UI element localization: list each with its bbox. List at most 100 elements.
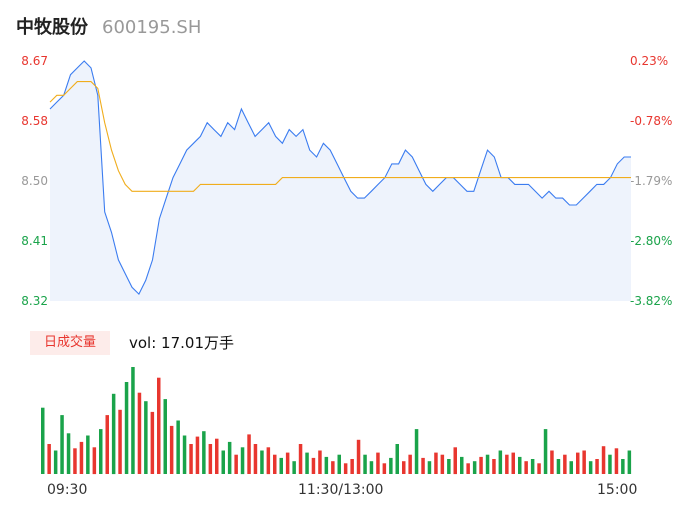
volume-bar bbox=[505, 454, 509, 474]
volume-bar bbox=[563, 454, 567, 474]
percent-tick: -0.78% bbox=[630, 114, 673, 128]
volume-bar bbox=[144, 401, 148, 474]
volume-bar bbox=[324, 456, 329, 474]
volume-bar bbox=[382, 463, 387, 474]
volume-bar bbox=[485, 454, 490, 474]
percent-tick: -3.82% bbox=[630, 294, 673, 308]
volume-bar bbox=[137, 392, 142, 474]
price-tick: 8.41 bbox=[21, 234, 48, 248]
volume-bar bbox=[99, 429, 103, 474]
volume-bar bbox=[427, 461, 432, 474]
volume-bar bbox=[408, 454, 412, 474]
volume-bar bbox=[169, 425, 174, 474]
volume-bar bbox=[414, 429, 419, 474]
volume-bar bbox=[240, 447, 245, 475]
volume-bar bbox=[356, 439, 361, 474]
volume-bar bbox=[569, 461, 573, 474]
volume-bar bbox=[402, 461, 406, 474]
volume-bar bbox=[421, 457, 425, 474]
volume-readout: vol: 17.01万手 bbox=[129, 334, 234, 352]
volume-bar bbox=[298, 444, 303, 474]
volume-bar bbox=[331, 461, 335, 474]
volume-bar bbox=[498, 450, 503, 474]
stock-name: 中牧股份 bbox=[16, 17, 88, 38]
volume-bar bbox=[202, 431, 206, 474]
volume-bar bbox=[53, 450, 58, 474]
price-tick: 8.58 bbox=[21, 114, 48, 128]
volume-bar bbox=[614, 448, 619, 474]
time-label-midday: 11:30/13:00 bbox=[298, 482, 384, 498]
volume-bar bbox=[530, 459, 535, 474]
stock-code: 600195.SH bbox=[102, 17, 202, 38]
volume-bar bbox=[621, 459, 625, 474]
average-line bbox=[49, 81, 631, 192]
volume-bar bbox=[73, 448, 77, 474]
price-tick: 8.32 bbox=[21, 294, 48, 308]
volume-bar bbox=[350, 459, 354, 474]
volume-bar bbox=[208, 444, 213, 474]
volume-bar bbox=[253, 444, 258, 474]
volume-bar bbox=[337, 454, 341, 474]
time-label-open: 09:30 bbox=[47, 482, 88, 498]
stock-header: 中牧股份 600195.SH bbox=[16, 13, 201, 39]
volume-bar bbox=[460, 456, 464, 474]
volume-bar bbox=[234, 454, 238, 474]
volume-bar bbox=[215, 438, 219, 474]
volume-bar bbox=[492, 459, 496, 474]
percent-tick: -2.80% bbox=[630, 234, 673, 248]
time-label-close: 15:00 bbox=[597, 482, 638, 498]
volume-bar bbox=[285, 452, 290, 474]
percent-tick: 0.23% bbox=[630, 54, 669, 68]
volume-bar bbox=[556, 459, 561, 474]
volume-bar bbox=[369, 461, 374, 474]
volume-bar bbox=[518, 456, 522, 474]
volume-bar bbox=[389, 457, 393, 474]
volume-bar bbox=[131, 367, 135, 474]
volume-bar bbox=[279, 457, 283, 474]
volume-bar bbox=[182, 435, 187, 474]
volume-bar bbox=[305, 452, 309, 474]
volume-bar bbox=[524, 461, 528, 474]
volume-bar bbox=[601, 446, 606, 474]
volume-bar bbox=[292, 461, 296, 474]
volume-bar bbox=[260, 450, 264, 474]
volume-bar bbox=[92, 447, 97, 475]
volume-bar bbox=[595, 459, 599, 474]
volume-bar bbox=[318, 450, 322, 474]
volume-bar bbox=[195, 436, 200, 474]
percent-tick: -1.79% bbox=[630, 174, 673, 188]
volume-bar bbox=[189, 444, 193, 474]
price-tick: 8.67 bbox=[21, 54, 48, 68]
volume-bar bbox=[66, 433, 71, 474]
volume-bar bbox=[157, 377, 161, 474]
volume-bar bbox=[363, 454, 367, 474]
volume-bar bbox=[60, 415, 64, 474]
price-line bbox=[49, 60, 631, 296]
price-tick: 8.50 bbox=[21, 174, 48, 188]
volume-bar bbox=[576, 452, 580, 474]
volume-bar bbox=[466, 463, 470, 474]
price-area bbox=[50, 61, 631, 301]
volume-bar bbox=[472, 461, 477, 474]
volume-bar bbox=[124, 382, 129, 474]
volume-bar bbox=[266, 447, 271, 475]
volume-bar bbox=[118, 409, 122, 474]
volume-bar bbox=[440, 454, 445, 474]
volume-bar bbox=[86, 435, 90, 474]
volume-bar bbox=[111, 393, 116, 475]
volume-tab[interactable]: 日成交量 bbox=[30, 331, 110, 355]
volume-bar bbox=[582, 450, 586, 474]
volume-bar bbox=[434, 452, 438, 474]
volume-bar bbox=[627, 450, 632, 474]
volume-bar bbox=[608, 454, 612, 474]
volume-bar bbox=[221, 450, 225, 474]
volume-bar bbox=[537, 463, 541, 474]
volume-bar bbox=[227, 441, 232, 474]
volume-bar bbox=[588, 461, 593, 474]
volume-bar bbox=[453, 447, 457, 475]
volume-bar bbox=[163, 399, 167, 474]
volume-bar bbox=[376, 452, 380, 474]
volume-bar bbox=[511, 452, 515, 474]
volume-bar bbox=[479, 456, 483, 474]
